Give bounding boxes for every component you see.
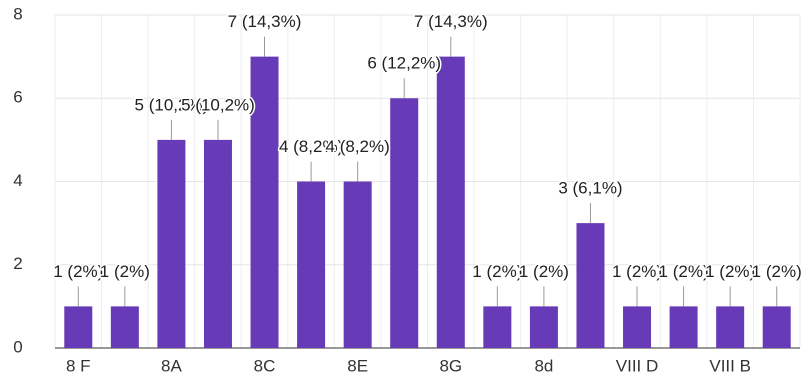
value-label: 7 (14,3%) [228,12,302,31]
value-label: 1 (2%) [752,262,802,281]
value-label: 6 (12,2%) [367,54,441,73]
x-tick-label: 8 F [66,356,91,375]
bar [762,306,791,348]
bar [623,306,652,348]
y-tick-label: 6 [13,88,22,107]
y-tick-label: 8 [13,4,22,23]
y-tick-label: 2 [13,254,22,273]
bar [343,181,372,348]
bar [64,306,93,348]
value-label: 4 (8,2%) [326,137,390,156]
x-tick-label: 8C [254,356,276,375]
value-label: 1 (2%) [612,262,662,281]
value-label: 5 (10,2%) [135,95,209,114]
value-label: 4 (8,2%) [279,137,343,156]
bar [529,306,558,348]
x-tick-label: VIII D [616,356,659,375]
value-label: 5 (10,2%) [181,95,255,114]
value-label: 1 (2%) [53,262,103,281]
value-label: 1 (2%) [472,262,522,281]
bar [157,139,186,348]
bar [716,306,745,348]
bar [250,56,279,348]
bar [110,306,139,348]
bar [576,223,605,348]
value-label: 1 (2%) [519,262,569,281]
value-label: 1 (2%) [705,262,755,281]
x-tick-label: 8d [534,356,553,375]
bar [203,139,232,348]
bar [436,56,465,348]
x-tick-label: 8E [347,356,368,375]
value-label: 1 (2%) [100,262,150,281]
value-label: 1 (2%) [659,262,709,281]
y-tick-label: 4 [13,171,22,190]
value-label: 7 (14,3%) [414,12,488,31]
bar [390,98,419,348]
value-label: 3 (6,1%) [558,179,622,198]
x-tick-label: VIII B [709,356,751,375]
x-tick-label: 8G [439,356,462,375]
bar [297,181,326,348]
y-tick-label: 0 [13,337,22,356]
bar [483,306,512,348]
bar [669,306,698,348]
x-tick-label: 8A [161,356,182,375]
